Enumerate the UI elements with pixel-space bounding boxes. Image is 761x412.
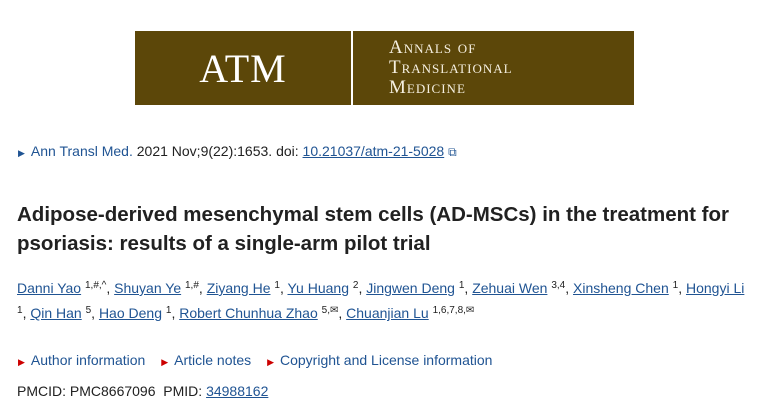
article-ids: PMCID: PMC8667096 PMID: 34988162 xyxy=(17,383,268,399)
author-link[interactable]: Hao Deng xyxy=(98,305,162,321)
journal-logo[interactable]: ATM Annals of Translational Medicine xyxy=(135,31,634,105)
author-affiliation: 1 xyxy=(165,305,172,316)
external-link-icon[interactable]: ⧉ xyxy=(448,145,457,159)
doi-link[interactable]: 10.21037/atm-21-5028 xyxy=(302,143,445,159)
author-affiliation: 1 xyxy=(672,280,679,291)
copyright-license-toggle[interactable]: Copyright and License information xyxy=(280,352,493,368)
author-affiliation: 1 xyxy=(17,305,23,316)
article-notes-bar: ▶ Author information ▶ Article notes ▶ Copy… xyxy=(18,352,504,368)
author-link[interactable]: Robert Chunhua Zhao xyxy=(179,305,318,321)
triangle-right-icon: ▶ xyxy=(161,357,169,367)
author-link[interactable]: Zehuai Wen xyxy=(472,280,548,296)
author-link[interactable]: Qin Han xyxy=(30,305,82,321)
logo-line: Medicine xyxy=(389,77,466,98)
pmid-link[interactable]: 34988162 xyxy=(206,383,269,399)
author-link[interactable]: Shuyan Ye xyxy=(114,280,182,296)
article-title: Adipose-derived mesenchymal stem cells (… xyxy=(17,203,729,255)
article-notes-toggle[interactable]: Article notes xyxy=(174,352,252,368)
author-link[interactable]: Xinsheng Chen xyxy=(573,280,669,296)
logo-line: Annals of xyxy=(389,37,477,58)
triangle-right-icon: ▶ xyxy=(18,357,25,367)
pmcid-label: PMCID: PMC8667096 PMID: xyxy=(17,383,207,399)
author-information-toggle[interactable]: Author information xyxy=(30,352,146,368)
logo-abbr: ATM xyxy=(135,31,353,105)
author-affiliation: 1,6,7,8,✉ xyxy=(432,305,475,316)
author-link[interactable]: Jingwen Deng xyxy=(366,280,455,296)
author-affiliation: 1,# xyxy=(185,280,199,291)
author-affiliation: 1 xyxy=(458,280,465,291)
author-affiliation: 1,#,^ xyxy=(84,280,107,291)
triangle-right-icon: ▶ xyxy=(267,357,274,367)
author-link[interactable]: Danni Yao xyxy=(17,280,82,296)
logo-name: Annals of Translational Medicine xyxy=(353,31,513,105)
citation: ▶ Ann Transl Med. 2021 Nov;9(22):1653. do… xyxy=(18,143,457,160)
journal-link[interactable]: Ann Transl Med. xyxy=(30,143,133,159)
author-link[interactable]: Yu Huang xyxy=(287,280,349,296)
author-list: Danni Yao 1,#,^, Shuyan Ye 1,#, Ziyang H… xyxy=(17,280,745,321)
author-affiliation: 2 xyxy=(352,280,359,291)
citation-details: 2021 Nov;9(22):1653. doi: xyxy=(132,143,303,159)
author-affiliation: 5 xyxy=(85,305,92,316)
logo-line: Translational xyxy=(389,57,513,78)
author-affiliation: 5,✉ xyxy=(321,305,339,316)
author-link[interactable]: Chuanjian Lu xyxy=(346,305,429,321)
triangle-right-icon[interactable]: ▶ xyxy=(18,148,25,158)
author-link[interactable]: Hongyi Li xyxy=(685,280,745,296)
author-affiliation: 1 xyxy=(274,280,280,291)
author-link[interactable]: Ziyang He xyxy=(206,280,271,296)
author-affiliation: 3,4 xyxy=(551,280,566,291)
